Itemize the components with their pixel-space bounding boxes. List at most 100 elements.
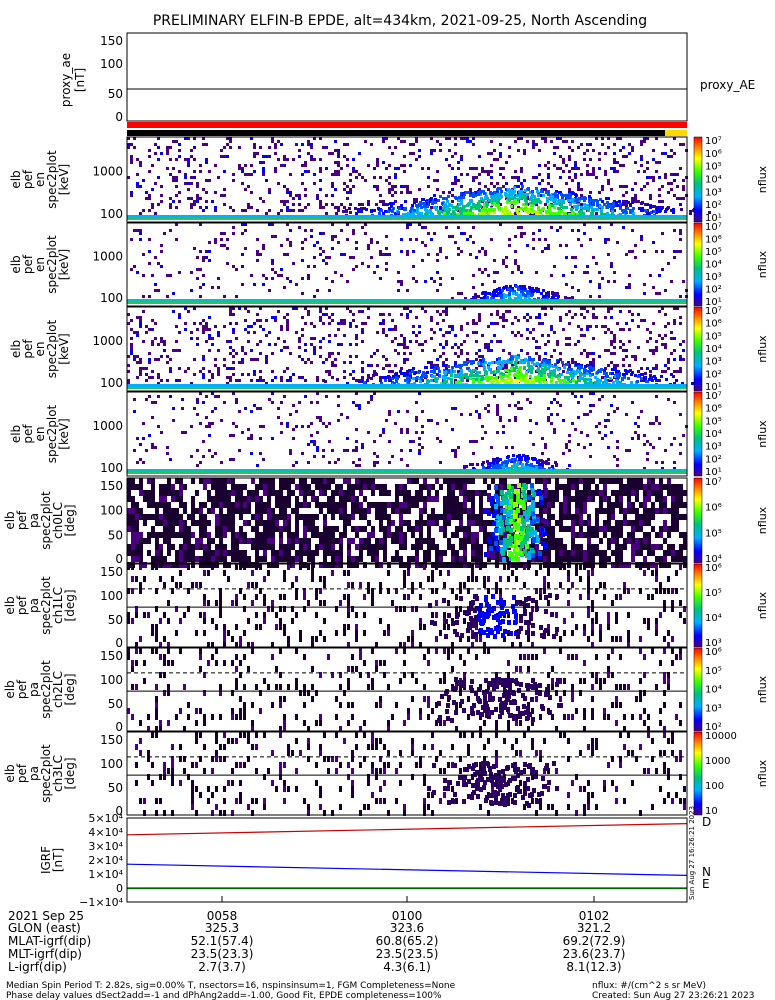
spectrogram-pixel bbox=[586, 204, 589, 207]
spectrogram-pixel bbox=[459, 372, 462, 375]
spectrogram-pixel bbox=[427, 232, 430, 235]
spectrogram-pixel bbox=[553, 152, 556, 155]
spectrogram-pixel bbox=[385, 179, 388, 182]
pitch-pixel bbox=[199, 478, 203, 484]
spectrogram-pixel bbox=[595, 199, 598, 202]
spectrogram-pixel bbox=[576, 213, 579, 216]
spectrogram-pixel bbox=[586, 271, 589, 274]
spectrogram-pixel bbox=[223, 203, 226, 206]
pitch-pixel bbox=[287, 514, 291, 520]
spectrogram-pixel bbox=[199, 461, 202, 464]
spectrogram-pixel bbox=[580, 143, 583, 146]
spectrogram-pixel bbox=[244, 328, 247, 331]
spectrogram-pixel bbox=[547, 462, 550, 465]
pitch-pixel bbox=[239, 502, 243, 508]
spectrogram-pixel bbox=[196, 194, 199, 197]
spectrogram-pixel bbox=[217, 277, 220, 280]
spectrogram-pixel bbox=[612, 202, 615, 205]
spectrogram-pixel bbox=[364, 223, 367, 226]
spectrogram-pixel bbox=[277, 407, 280, 410]
spectrogram-pixel bbox=[519, 361, 522, 364]
pitch-pixel bbox=[311, 526, 315, 532]
pitch-pixel bbox=[163, 532, 167, 538]
spectrogram-pixel bbox=[480, 378, 483, 381]
spectrogram-pixel bbox=[370, 395, 373, 398]
spectrogram-pixel bbox=[253, 143, 256, 146]
spectrogram-pixel bbox=[433, 375, 436, 378]
spectrogram-pixel bbox=[601, 437, 604, 440]
spectrogram-pixel bbox=[655, 364, 658, 367]
spectrogram-pixel bbox=[352, 170, 355, 173]
spectrogram-pixel bbox=[145, 449, 148, 452]
spectrogram-pixel bbox=[649, 349, 652, 352]
pitch-pixel bbox=[267, 502, 271, 508]
spectrogram-pixel bbox=[238, 167, 241, 170]
spectrogram-pixel bbox=[661, 307, 664, 310]
pitch-pixel bbox=[311, 532, 315, 538]
pitch-pixel bbox=[323, 478, 327, 484]
spectrogram-pixel bbox=[530, 204, 533, 207]
spectrogram-pixel bbox=[163, 232, 166, 235]
spectrogram-pixel bbox=[398, 207, 401, 210]
spectrogram-pixel bbox=[130, 143, 133, 146]
pitch-pixel bbox=[179, 514, 183, 520]
pitch-pixel bbox=[223, 514, 227, 520]
spectrogram-pixel bbox=[622, 349, 625, 352]
spectrogram-pixel bbox=[544, 446, 547, 449]
spectrogram-pixel bbox=[434, 201, 437, 204]
spectrogram-pixel bbox=[561, 196, 564, 199]
spectrogram-pixel bbox=[145, 331, 148, 334]
spectrogram-pixel bbox=[511, 357, 514, 360]
spectrogram-pixel bbox=[451, 155, 454, 158]
spectrogram-pixel bbox=[463, 376, 466, 379]
spectrogram-pixel bbox=[580, 173, 583, 176]
spectrogram-pixel bbox=[640, 164, 643, 167]
spectrogram-pixel bbox=[504, 369, 507, 372]
spectrogram-pixel bbox=[139, 185, 142, 188]
spectrogram-pixel bbox=[495, 464, 498, 467]
spectrogram-pixel bbox=[505, 464, 508, 467]
spectrogram-pixel bbox=[589, 443, 592, 446]
pitch-pixel bbox=[255, 496, 259, 502]
pitch-pixel bbox=[175, 478, 179, 484]
spectrogram-pixel bbox=[436, 358, 439, 361]
pitch-pixel bbox=[187, 538, 191, 544]
spectrogram-pixel bbox=[625, 200, 628, 203]
spectrogram-pixel bbox=[385, 235, 388, 238]
spectrogram-pixel bbox=[522, 203, 525, 206]
spectrogram-pixel bbox=[157, 373, 160, 376]
spectrogram-pixel bbox=[211, 200, 214, 203]
spectrogram-pixel bbox=[166, 379, 169, 382]
spectrogram-pixel bbox=[538, 322, 541, 325]
proxy-ae-ytick-0: 0 bbox=[115, 110, 123, 124]
spectrogram-pixel bbox=[583, 152, 586, 155]
spectrogram-pixel bbox=[163, 343, 166, 346]
spectrogram-pixel bbox=[295, 143, 298, 146]
spectrogram-pixel bbox=[208, 250, 211, 253]
spectrogram-pixel bbox=[573, 205, 576, 208]
spectrogram-pixel bbox=[408, 379, 411, 382]
pitch-pixel bbox=[287, 502, 291, 508]
spectrogram-pixel bbox=[606, 201, 609, 204]
spectrogram-pixel bbox=[247, 310, 250, 313]
spectrogram-pixel bbox=[568, 337, 571, 340]
pitch-pixel bbox=[299, 478, 303, 484]
spectrogram-pixel bbox=[472, 322, 475, 325]
spectrogram-pixel bbox=[574, 343, 577, 346]
spectrogram-pixel bbox=[325, 370, 328, 373]
spectrogram-pixel bbox=[474, 369, 477, 372]
spectrogram-pixel bbox=[640, 410, 643, 413]
spectrogram-pixel bbox=[655, 170, 658, 173]
spectrogram-pixel bbox=[151, 164, 154, 167]
spectrogram-pixel bbox=[622, 194, 625, 197]
pitch-pixel bbox=[231, 520, 235, 526]
spectrogram-pixel bbox=[247, 428, 250, 431]
spectrogram-pixel bbox=[298, 194, 301, 197]
spectrogram-pixel bbox=[436, 364, 439, 367]
spectrogram-pixel bbox=[554, 294, 557, 297]
spectrogram-pixel bbox=[136, 461, 139, 464]
spectrogram-pixel bbox=[604, 325, 607, 328]
spectrogram-pixel bbox=[553, 349, 556, 352]
spectrogram-pixel bbox=[226, 238, 229, 241]
